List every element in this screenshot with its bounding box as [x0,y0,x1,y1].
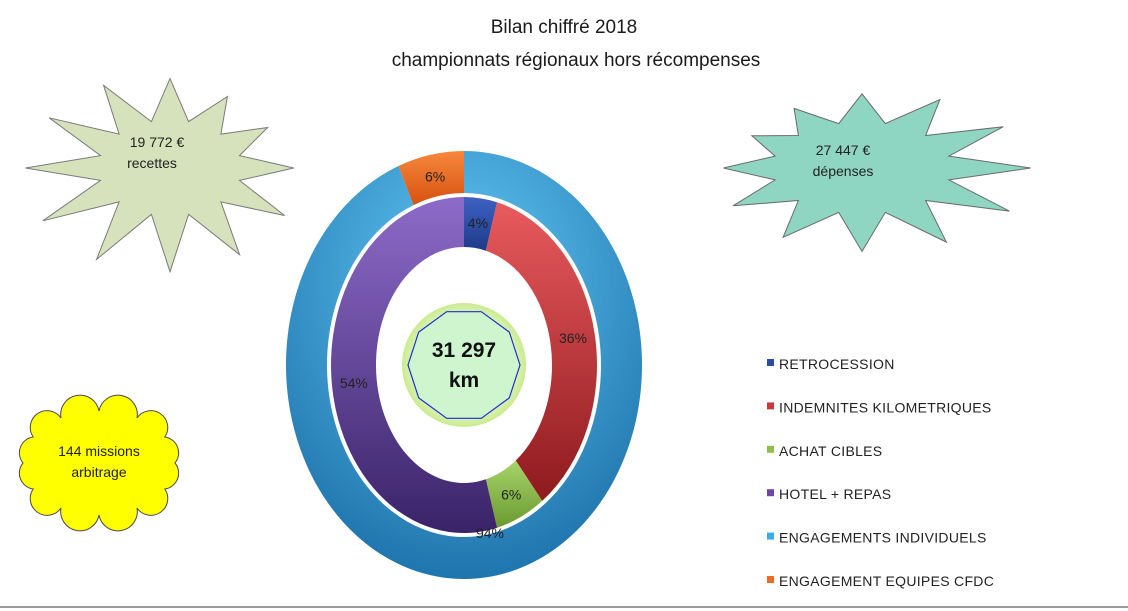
legend-swatch-engagements-individuels [767,532,774,540]
center-unit: km [449,369,479,392]
legend-label-engagements-individuels: ENGAGEMENTS INDIVIDUELS [779,530,987,546]
inner-slice-achat-cibles [485,460,543,528]
missions-count: 144 missions [58,443,140,459]
center-polygon [407,311,521,419]
inner-ring [331,197,598,533]
legend-swatch-engagement-equipes-cfdc [767,576,774,583]
legend-swatch-indemnites-kilometriques [767,402,774,410]
legend-label-indemnites-kilometriques: INDEMNITES KILOMETRIQUES [779,399,992,415]
center-badge: 31 297 km [402,303,526,427]
legend-swatch-retrocession [767,359,774,366]
legend-label-hotel-repas: HOTEL + REPAS [779,486,891,502]
chart-subtitle: championnats régionaux hors récompenses [392,50,761,71]
recettes-label: recettes [127,155,177,171]
inner-slice-hotel-repas [331,197,498,533]
chart-title: Bilan chiffré 2018 [491,17,637,38]
outer-label-engagements-individuels: 94% [476,525,504,541]
outer-slice-engagement-equipes-cfdc [398,151,464,206]
legend-label-retrocession: RETROCESSION [779,356,895,372]
inner-label-retrocession: 4% [468,215,488,231]
depenses-burst-shape [723,92,1031,253]
slice-labels: 94% 6% 4% 36% 6% 54% [340,168,587,541]
recettes-callout: 19 772 € recettes [25,77,294,274]
depenses-amount: 27 447 € [816,142,871,158]
depenses-label: dépenses [813,163,874,179]
depenses-callout: 27 447 € dépenses [723,92,1031,253]
inner-label-hotel-repas: 54% [340,375,368,391]
recettes-burst-shape [25,77,294,274]
recettes-amount: 19 772 € [130,134,185,150]
inner-slice-indemnites-kilometriques [485,202,598,501]
legend-label-achat-cibles: ACHAT CIBLES [779,443,882,459]
legend-label-engagement-equipes-cfdc: ENGAGEMENT EQUIPES CFDC [779,573,994,589]
legend-swatch-hotel-repas [767,489,774,497]
center-value: 31 297 [432,339,496,362]
inner-label-indemnites-kilometriques: 36% [559,330,587,346]
bottom-divider [0,606,1128,608]
legend: RETROCESSION INDEMNITES KILOMETRIQUES ACHA… [767,356,994,589]
outer-label-engagement-equipes-cfdc: 6% [425,168,445,184]
legend-swatch-achat-cibles [767,445,774,453]
missions-label: arbitrage [71,464,126,480]
missions-cloud-shape [18,394,180,532]
outer-ring [286,151,642,579]
inner-slice-retrocession [464,197,498,251]
inner-label-achat-cibles: 6% [501,486,521,502]
missions-callout: 144 missions arbitrage [18,394,180,532]
